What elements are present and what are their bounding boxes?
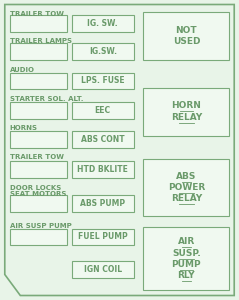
Text: POWER: POWER — [168, 183, 205, 192]
Polygon shape — [5, 4, 234, 296]
Text: FUEL PUMP: FUEL PUMP — [78, 232, 128, 241]
Bar — [10, 229, 67, 245]
Text: HORNS: HORNS — [10, 125, 38, 131]
Text: IGN COIL: IGN COIL — [84, 265, 122, 274]
Text: ABS PUMP: ABS PUMP — [80, 199, 125, 208]
Text: AIR SUSP PUMP: AIR SUSP PUMP — [10, 223, 71, 229]
Text: TRAILER TOW: TRAILER TOW — [10, 154, 64, 160]
Text: IG.SW.: IG.SW. — [89, 47, 117, 56]
Text: NOT: NOT — [176, 26, 197, 35]
Bar — [72, 261, 134, 278]
Bar — [10, 15, 67, 31]
Bar — [72, 161, 134, 178]
Text: ABS: ABS — [176, 172, 197, 181]
Bar — [10, 44, 67, 60]
Bar — [143, 227, 229, 290]
Bar — [10, 161, 67, 178]
Text: LPS. FUSE: LPS. FUSE — [81, 76, 125, 85]
Bar — [72, 229, 134, 245]
Text: PUMP: PUMP — [172, 260, 201, 269]
Text: HTD BKLITE: HTD BKLITE — [77, 165, 128, 174]
Text: DOOR LOCKS: DOOR LOCKS — [10, 185, 61, 191]
Bar — [10, 131, 67, 148]
Bar — [72, 73, 134, 89]
Bar — [10, 102, 67, 119]
Bar — [10, 195, 67, 211]
Bar — [143, 88, 229, 136]
Text: STARTER SOL. ALT.: STARTER SOL. ALT. — [10, 96, 83, 102]
Bar — [72, 44, 134, 60]
Bar — [72, 15, 134, 31]
Text: ABS CONT: ABS CONT — [81, 135, 125, 144]
Text: AUDIO: AUDIO — [10, 67, 35, 73]
Bar — [72, 131, 134, 148]
Bar — [10, 73, 67, 89]
Text: EEC: EEC — [95, 106, 111, 115]
Text: RELAY: RELAY — [171, 113, 202, 122]
Text: AIR: AIR — [178, 237, 195, 246]
Text: RELAY: RELAY — [171, 194, 202, 203]
Bar — [143, 159, 229, 216]
Bar — [72, 102, 134, 119]
Text: TRAILER LAMPS: TRAILER LAMPS — [10, 38, 71, 44]
Text: SUSP.: SUSP. — [172, 249, 201, 258]
Bar — [143, 12, 229, 60]
Text: SEAT MOTORS: SEAT MOTORS — [10, 191, 66, 197]
Text: USED: USED — [173, 37, 200, 46]
Text: HORN: HORN — [172, 101, 201, 110]
Bar — [72, 195, 134, 211]
Text: IG. SW.: IG. SW. — [87, 19, 118, 28]
Text: TRAILER TOW: TRAILER TOW — [10, 11, 64, 17]
Text: RLY: RLY — [178, 272, 195, 280]
